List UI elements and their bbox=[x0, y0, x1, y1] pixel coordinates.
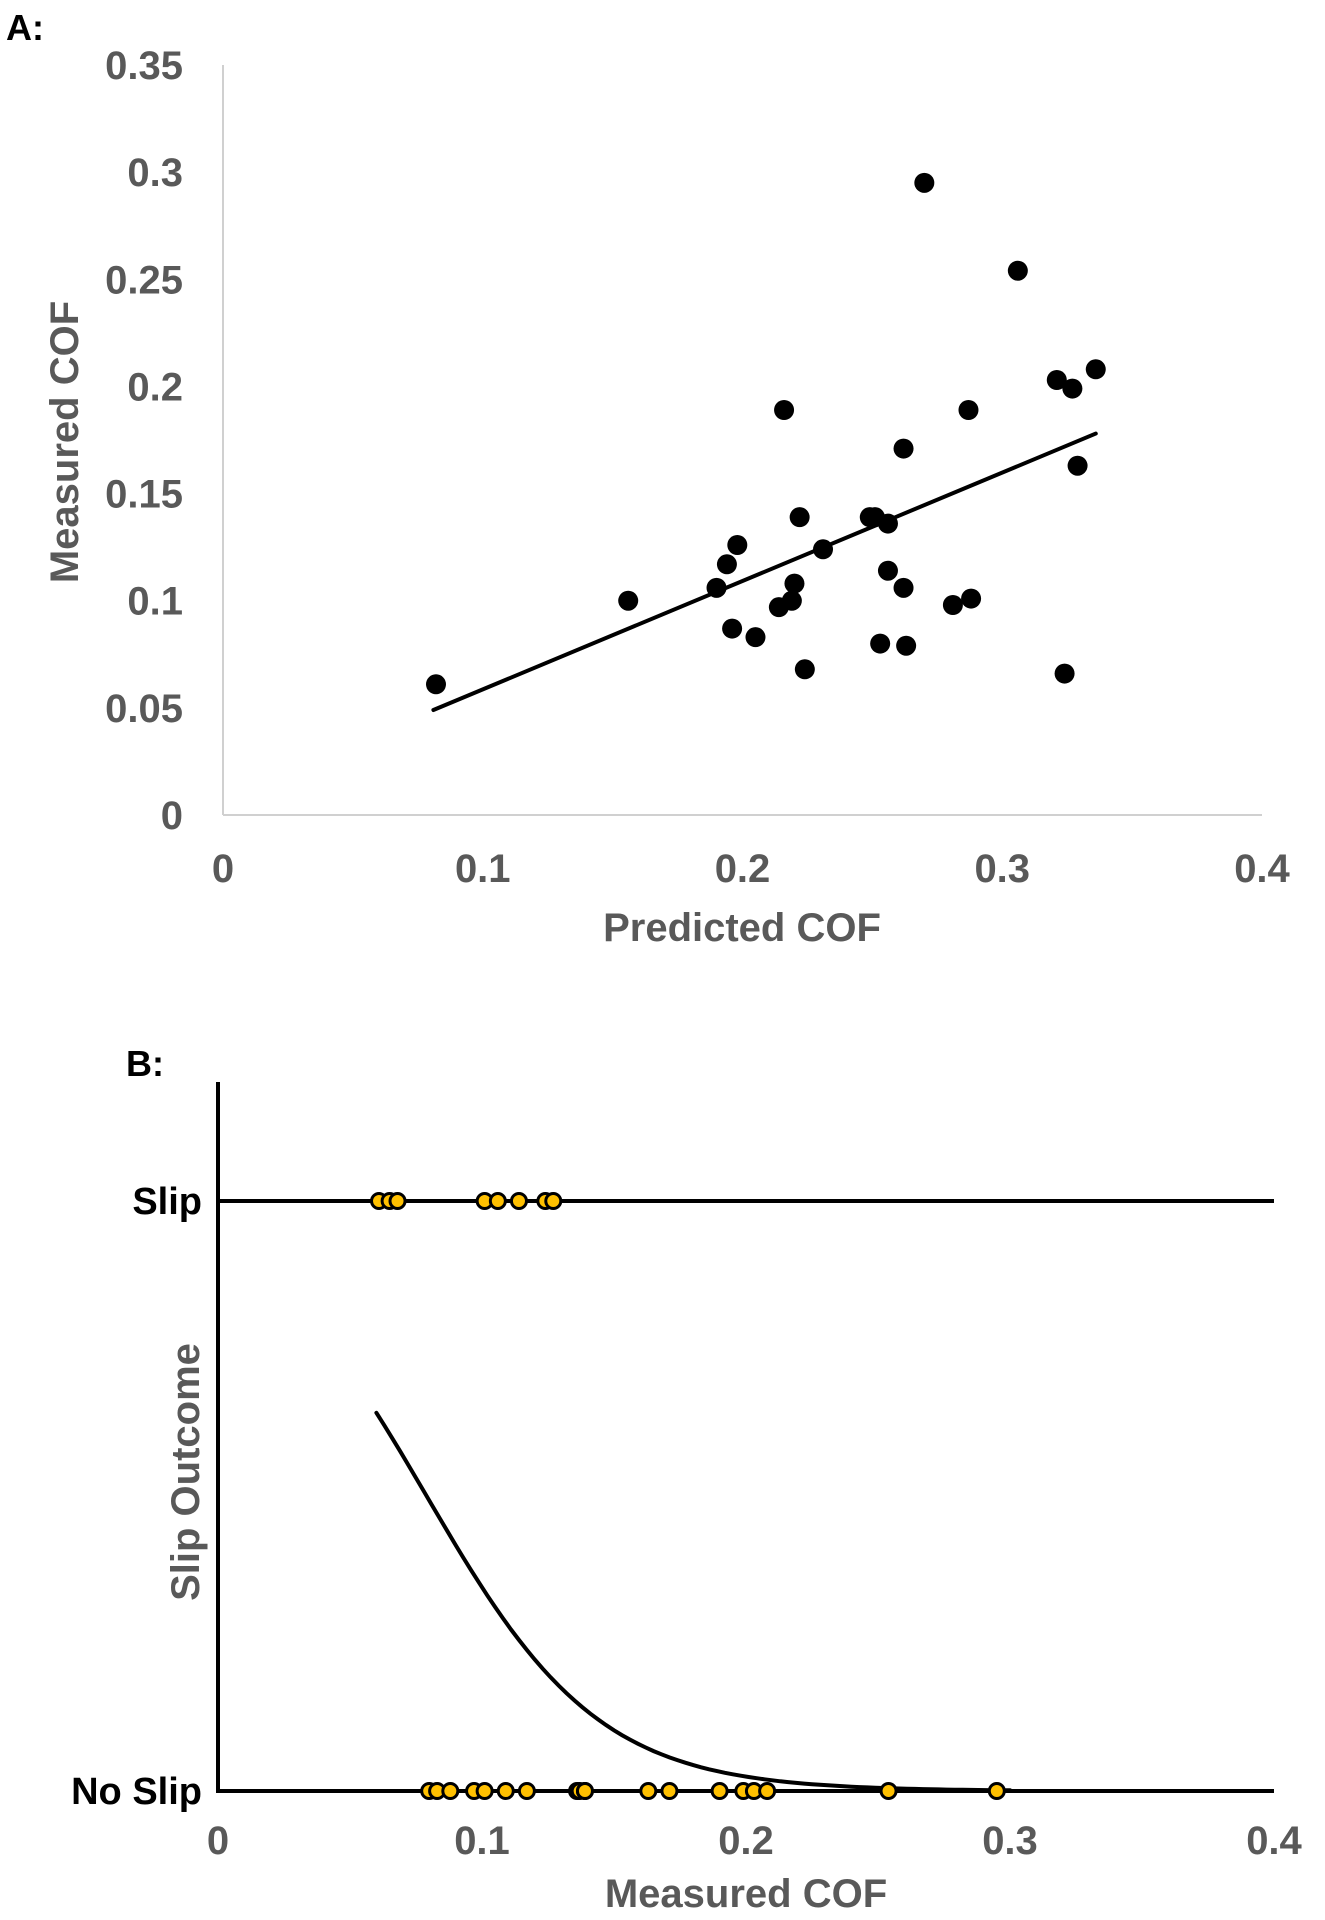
panel-b-x-tick-label: 0.3 bbox=[982, 1819, 1038, 1863]
panel-a-y-tick-label: 0 bbox=[161, 794, 183, 838]
no-slip-data-point bbox=[517, 1782, 536, 1800]
no-slip-data-point bbox=[475, 1782, 494, 1800]
panel-b-x-tick-label: 0.4 bbox=[1246, 1819, 1302, 1863]
no-slip-data-point bbox=[987, 1782, 1006, 1800]
panel-a-data-point bbox=[794, 659, 815, 680]
panel-b-x-axis-title: Measured COF bbox=[605, 1872, 887, 1916]
panel-a-data-point bbox=[958, 400, 979, 420]
panel-a-data-point bbox=[425, 674, 446, 695]
panel-b-x-tick-label: 0.2 bbox=[718, 1819, 774, 1863]
panel-a-data-point bbox=[1062, 378, 1083, 399]
panel-a-y-tick-label: 0.05 bbox=[105, 687, 183, 731]
panel-a-data-point bbox=[877, 513, 898, 534]
slip-data-point bbox=[488, 1192, 507, 1210]
panel-a-y-tick-label: 0.25 bbox=[105, 258, 183, 302]
panel-b-x-tick-label: 0 bbox=[207, 1819, 229, 1863]
no-slip-data-point bbox=[710, 1782, 729, 1800]
panel-a-data-point bbox=[1054, 663, 1075, 684]
panel-a-data-point bbox=[1046, 370, 1067, 390]
panel-b-x-tick-label: 0.1 bbox=[454, 1819, 510, 1863]
panel-a-label: A: bbox=[6, 7, 44, 48]
no-slip-data-point bbox=[758, 1782, 777, 1800]
panel-a-x-tick-label: 0.4 bbox=[1234, 847, 1290, 891]
panel-a-y-tick-label: 0.2 bbox=[127, 365, 183, 409]
panel-a-data-point bbox=[893, 577, 914, 598]
panel-a-data-point bbox=[893, 438, 914, 459]
panel-a-data-point bbox=[877, 560, 898, 581]
panel-a-x-tick-label: 0.1 bbox=[455, 847, 511, 891]
panel-a-data-point bbox=[870, 633, 891, 654]
panel-a-y-tick-label: 0.15 bbox=[105, 473, 183, 517]
slip-data-point bbox=[544, 1192, 563, 1210]
panel-b-label: B: bbox=[126, 1043, 164, 1084]
panel-a-data-point bbox=[1007, 260, 1028, 281]
slip-data-point bbox=[388, 1192, 407, 1210]
panel-a-data-point bbox=[914, 172, 935, 193]
panel-a-data-point bbox=[716, 554, 737, 575]
panel-a-x-tick-label: 0.2 bbox=[715, 847, 771, 891]
panel-b: B: Slip No Slip 0 0.1 0.2 0.3 0.4 Measured C… bbox=[71, 1043, 1302, 1916]
panel-a-y-axis-title: Measured COF bbox=[43, 301, 87, 583]
no-slip-data-point bbox=[660, 1782, 679, 1800]
panel-b-y-axis-title: Slip Outcome bbox=[164, 1343, 208, 1601]
panel-a-data-point bbox=[896, 635, 917, 656]
panel-a-data-point bbox=[789, 507, 810, 528]
slip-data-point bbox=[509, 1192, 528, 1210]
panel-a-data-point bbox=[618, 590, 639, 611]
panel-a-x-tick-label: 0 bbox=[212, 847, 234, 891]
panel-a-data-point bbox=[961, 588, 982, 609]
panel-a-data-point bbox=[781, 590, 802, 611]
panel-a-x-tick-label: 0.3 bbox=[974, 847, 1030, 891]
panel-a-data-point bbox=[942, 595, 963, 615]
panel-a: A: 0 0.05 0.1 0.15 0.2 0.25 0.3 0.35 0 0.1 0.2 0.3… bbox=[6, 7, 1291, 950]
no-slip-category-label: No Slip bbox=[71, 1771, 202, 1813]
no-slip-data-point bbox=[441, 1782, 460, 1800]
panel-a-x-axis-title: Predicted COF bbox=[603, 906, 881, 950]
panel-a-data-point bbox=[774, 400, 795, 420]
panel-a-y-tick-label: 0.1 bbox=[127, 580, 183, 624]
panel-a-trendline bbox=[431, 431, 1098, 712]
panel-a-data-point bbox=[813, 539, 834, 560]
panel-a-data-point bbox=[706, 577, 727, 598]
panel-a-data-point bbox=[1085, 359, 1106, 380]
panel-a-y-tick-label: 0.3 bbox=[127, 151, 183, 195]
no-slip-data-point bbox=[575, 1782, 594, 1800]
panel-a-data-point bbox=[745, 627, 766, 648]
panel-a-data-point bbox=[1067, 455, 1088, 476]
panel-a-y-tick-label: 0.35 bbox=[105, 44, 183, 88]
panel-a-data-point bbox=[784, 573, 805, 594]
panel-a-data-point bbox=[722, 618, 743, 639]
no-slip-data-point bbox=[496, 1782, 515, 1800]
panel-a-data-point bbox=[727, 535, 748, 555]
no-slip-data-point bbox=[639, 1782, 658, 1800]
no-slip-data-point bbox=[879, 1782, 898, 1800]
slip-category-label: Slip bbox=[132, 1181, 202, 1223]
panel-b-logistic-curve bbox=[374, 1410, 1012, 1793]
